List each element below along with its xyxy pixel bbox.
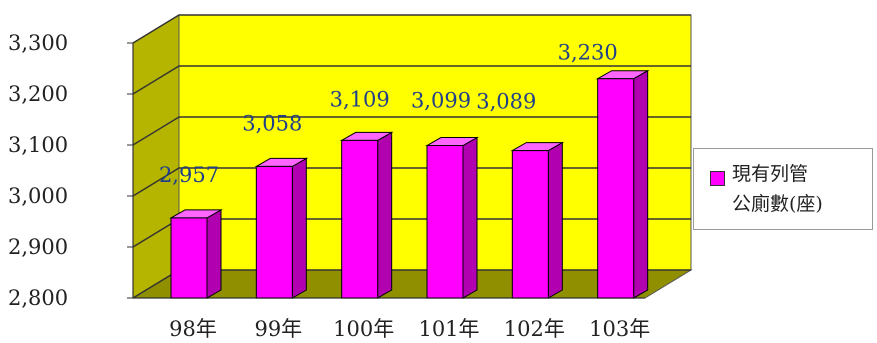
legend-label: 現有列管 公廁數(座) bbox=[732, 159, 872, 219]
data-label: 3,099 bbox=[411, 89, 471, 113]
data-label: 3,109 bbox=[330, 87, 390, 111]
x-axis-ticks: 98年 99年 100年 101年 102年 103年 bbox=[169, 317, 650, 341]
legend: 現有列管 公廁數(座) bbox=[693, 148, 873, 230]
bar bbox=[597, 78, 635, 299]
y-tick-label: 2,800 bbox=[8, 286, 68, 310]
x-tick-label: 101年 bbox=[418, 317, 479, 341]
legend-swatch bbox=[710, 171, 725, 186]
y-tick-label: 3,200 bbox=[8, 82, 68, 106]
data-label: 2,957 bbox=[159, 163, 219, 187]
y-tick-label: 3,300 bbox=[8, 31, 68, 55]
y-tick-label: 2,900 bbox=[8, 235, 68, 259]
x-tick-label: 98年 bbox=[169, 317, 217, 341]
legend-label-line1: 現有列管 bbox=[732, 163, 809, 185]
bar bbox=[255, 165, 293, 299]
bar bbox=[341, 139, 379, 299]
bar bbox=[426, 145, 464, 299]
y-axis-ticks: 2,800 2,900 3,000 3,100 3,200 3,300 bbox=[8, 31, 68, 310]
bar-side bbox=[206, 209, 222, 299]
gridline bbox=[132, 116, 691, 146]
legend-label-line2: 公廁數(座) bbox=[732, 193, 823, 215]
bar-side bbox=[547, 141, 563, 299]
bar-side bbox=[633, 69, 649, 299]
bar bbox=[170, 217, 208, 299]
x-tick-label: 102年 bbox=[504, 317, 565, 341]
data-label: 3,058 bbox=[242, 111, 302, 135]
y-tick-label: 3,000 bbox=[8, 184, 68, 208]
bar-side bbox=[462, 136, 478, 299]
bar-side bbox=[291, 157, 307, 299]
data-label: 3,089 bbox=[476, 90, 536, 114]
data-label: 3,230 bbox=[558, 41, 618, 65]
y-tick-label: 3,100 bbox=[8, 133, 68, 157]
x-tick-label: 100年 bbox=[333, 317, 394, 341]
x-tick-label: 103年 bbox=[589, 317, 650, 341]
gridline bbox=[132, 65, 691, 95]
bars bbox=[169, 69, 650, 299]
x-tick-label: 99年 bbox=[254, 317, 302, 341]
bar bbox=[511, 150, 549, 299]
bar-side bbox=[377, 131, 393, 299]
gridline bbox=[132, 14, 691, 44]
data-labels: 2,957 3,058 3,109 3,099 3,089 3,230 bbox=[159, 41, 618, 187]
